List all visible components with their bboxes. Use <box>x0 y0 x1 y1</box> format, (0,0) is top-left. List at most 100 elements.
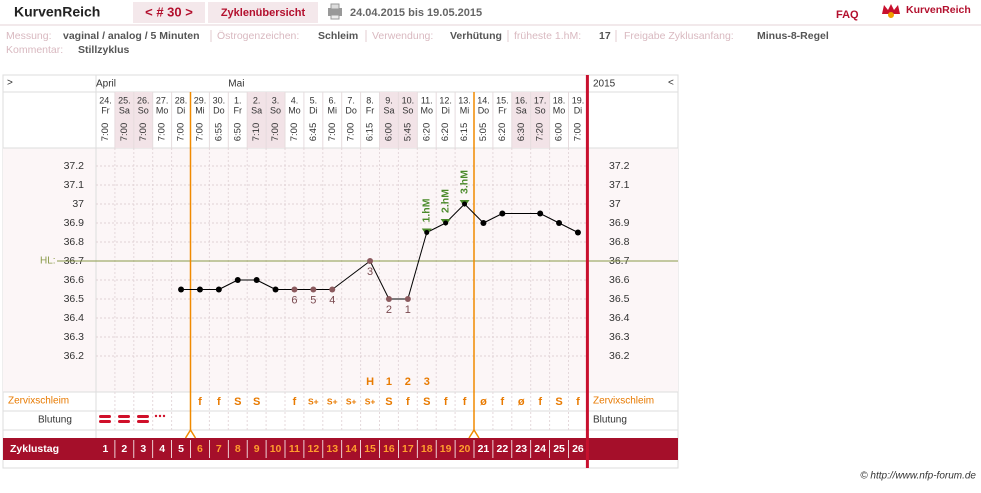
weekday-label: Sa <box>119 105 130 115</box>
cycle-day: 10 <box>270 443 282 455</box>
nav-left[interactable]: > <box>7 78 13 89</box>
info-value: 17 <box>599 30 611 42</box>
month-label: Mai <box>228 79 244 90</box>
y-tick-label: 37 <box>609 198 621 210</box>
temperature-segment <box>331 260 371 290</box>
spotting <box>158 414 162 418</box>
y-tick-label: 37 <box>72 198 84 210</box>
temperature-point <box>574 229 581 236</box>
weekday-label: Mi <box>195 105 205 115</box>
y-tick-label: 36.9 <box>609 217 630 229</box>
weekday-label: Mo <box>553 105 566 115</box>
time-label: 7:00 <box>138 123 149 142</box>
cycle-day: 7 <box>216 443 222 455</box>
weekend-shade <box>133 92 153 148</box>
time-label: 6:45 <box>308 123 319 142</box>
point-label: 4 <box>329 294 335 306</box>
weekday-label: Mi <box>460 105 470 115</box>
time-label: 7:10 <box>251 123 262 142</box>
weekday-label: Do <box>478 105 490 115</box>
cervix-value: f <box>406 396 410 408</box>
time-label: 7:20 <box>535 123 546 142</box>
weekday-label: Sa <box>383 105 394 115</box>
spotting <box>162 414 166 418</box>
overview-link[interactable]: Zyklenübersicht <box>221 7 306 19</box>
day-label: 5. <box>310 95 318 105</box>
y-tick-label: 36.9 <box>64 217 85 229</box>
cycle-nav[interactable]: < # 30 > <box>145 4 193 19</box>
day-label: 28. <box>175 95 188 105</box>
temperature-segment <box>218 279 238 290</box>
time-label: 6:30 <box>516 123 527 142</box>
day-label: 16. <box>515 95 528 105</box>
cervix-value: f <box>576 396 580 408</box>
temperature-point <box>310 286 317 293</box>
weekday-label: So <box>535 105 546 115</box>
logo-text[interactable]: KurvenReich <box>906 4 971 16</box>
brand[interactable]: KurvenReich <box>14 4 100 20</box>
info-label: Messung: <box>6 30 52 42</box>
weekend-shade <box>114 92 134 148</box>
cycle-day: 9 <box>254 443 260 455</box>
cervix-value: f <box>501 396 505 408</box>
cervix-value: S+ <box>346 396 357 406</box>
overview-box[interactable] <box>208 2 318 23</box>
time-label: 7:00 <box>119 123 130 141</box>
bleeding-heavy <box>118 415 130 418</box>
cycle-day: 21 <box>478 443 490 455</box>
cycle-day: 2 <box>121 443 127 455</box>
cervix-value: S <box>253 396 260 408</box>
point-label: 1 <box>405 304 411 316</box>
info-label: früheste 1.hM: <box>514 30 581 42</box>
cycle-day: 13 <box>326 443 338 455</box>
cycle-day: 11 <box>289 443 300 455</box>
year: 2015 <box>593 79 616 90</box>
print-icon-paper <box>330 3 340 10</box>
day-label: 4. <box>291 95 299 105</box>
day-label: 30. <box>213 95 226 105</box>
temperature-point <box>537 210 544 217</box>
weekday-label: Di <box>177 105 186 115</box>
temperature-point <box>556 220 563 226</box>
point-label: 2 <box>386 304 392 316</box>
faq-link[interactable]: FAQ <box>836 9 859 21</box>
bleeding-icons <box>99 414 166 423</box>
cervix-value: S+ <box>308 396 319 406</box>
weekday-label: Sa <box>251 105 262 115</box>
temperature-point <box>367 258 374 264</box>
day-label: 12. <box>439 95 452 105</box>
coverline-label: HL: <box>40 256 56 267</box>
hm-label: 3.hM <box>458 170 470 194</box>
day-label: 6. <box>328 95 336 105</box>
time-label: 7:00 <box>100 123 111 142</box>
time-label: 6:00 <box>554 123 565 142</box>
print-icon-tray <box>330 14 340 20</box>
peak-marker: 1 <box>386 376 392 388</box>
print-icon[interactable] <box>328 3 342 20</box>
day-label: 8. <box>366 95 374 105</box>
weekday-label: Di <box>309 105 318 115</box>
cervix-value: f <box>463 396 467 408</box>
cycle-day: 1 <box>103 443 109 455</box>
y-tick-label: 37.1 <box>609 179 630 191</box>
point-label: 3 <box>367 266 373 278</box>
cycle-nav-box[interactable] <box>133 2 205 23</box>
weekday-label: Mi <box>328 105 338 115</box>
logo[interactable] <box>882 4 900 18</box>
temperature-segment <box>256 279 276 290</box>
day-label: 14. <box>477 95 490 105</box>
temperature-segment <box>483 213 503 224</box>
cervix-row-label: Zervixschleim <box>593 396 654 407</box>
cervix-value: f <box>444 396 448 408</box>
cervix-value: f <box>198 396 202 408</box>
time-label: 7:00 <box>327 123 338 142</box>
info-value: Minus-8-Regel <box>757 30 829 42</box>
cycle-day: 14 <box>345 443 357 455</box>
spotting <box>154 414 158 418</box>
cycle-day: 26 <box>572 443 584 455</box>
nav-right[interactable]: < <box>668 78 674 89</box>
temperature-segment <box>539 213 560 224</box>
weekday-label: Fr <box>101 105 110 115</box>
